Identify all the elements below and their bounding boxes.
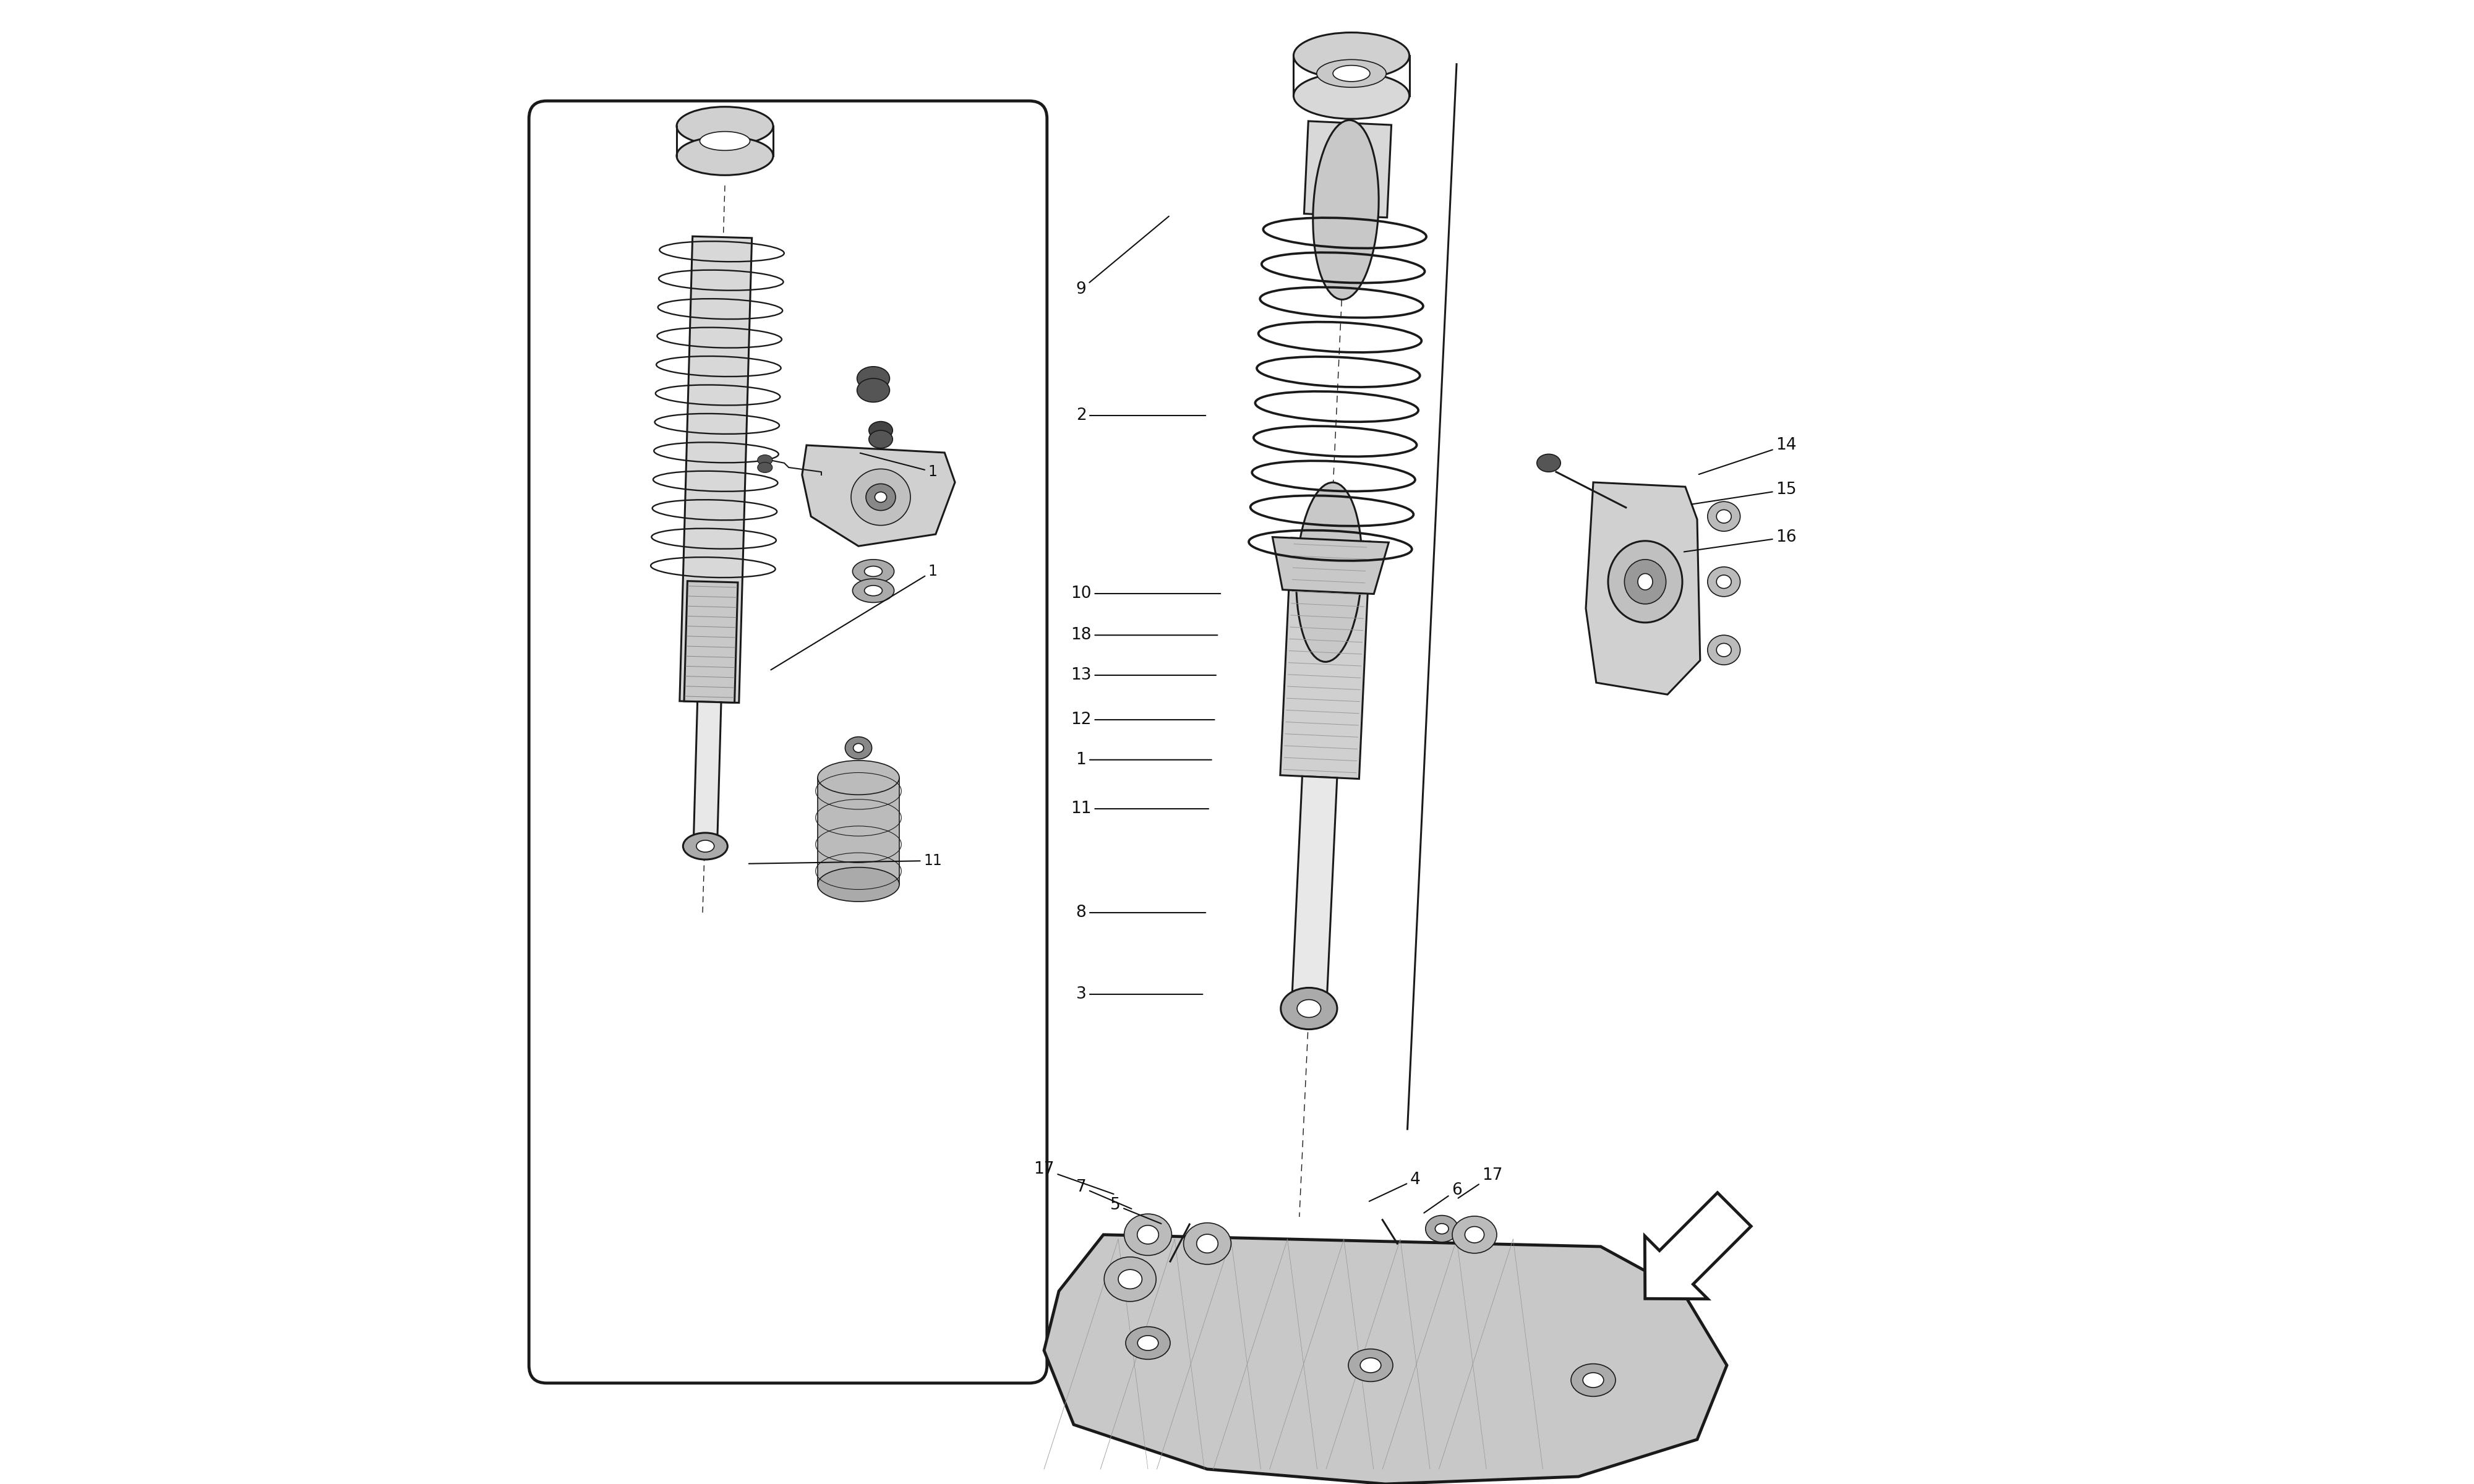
FancyBboxPatch shape xyxy=(529,101,1047,1383)
Ellipse shape xyxy=(757,454,772,466)
Ellipse shape xyxy=(678,107,772,145)
Polygon shape xyxy=(1304,122,1390,218)
Ellipse shape xyxy=(1296,482,1363,662)
Ellipse shape xyxy=(695,840,715,852)
Ellipse shape xyxy=(851,469,910,525)
Ellipse shape xyxy=(854,743,863,752)
Text: 4: 4 xyxy=(1368,1172,1420,1202)
Text: 17: 17 xyxy=(1457,1168,1502,1198)
Text: 2: 2 xyxy=(1076,408,1205,423)
Text: 13: 13 xyxy=(1071,668,1217,683)
Ellipse shape xyxy=(678,137,772,175)
Ellipse shape xyxy=(1361,1358,1380,1373)
Ellipse shape xyxy=(1314,120,1378,300)
Ellipse shape xyxy=(868,430,893,448)
Ellipse shape xyxy=(1183,1223,1232,1264)
Ellipse shape xyxy=(1707,502,1739,531)
Text: 16: 16 xyxy=(1685,530,1796,552)
Ellipse shape xyxy=(816,760,901,795)
Ellipse shape xyxy=(863,585,883,595)
Polygon shape xyxy=(1044,1235,1727,1484)
Ellipse shape xyxy=(816,867,901,902)
Ellipse shape xyxy=(1452,1217,1497,1252)
Ellipse shape xyxy=(856,378,891,402)
Polygon shape xyxy=(1272,537,1388,594)
Text: 1: 1 xyxy=(1076,752,1212,767)
Text: 3: 3 xyxy=(1076,987,1202,1002)
Text: 11: 11 xyxy=(750,853,943,868)
Ellipse shape xyxy=(757,462,772,472)
Ellipse shape xyxy=(1296,1000,1321,1018)
Ellipse shape xyxy=(1123,1214,1173,1255)
Ellipse shape xyxy=(1333,65,1371,82)
Text: 6: 6 xyxy=(1425,1183,1462,1212)
Polygon shape xyxy=(1291,776,1336,1009)
Text: 18: 18 xyxy=(1071,628,1217,643)
Polygon shape xyxy=(1586,482,1700,695)
Ellipse shape xyxy=(854,579,893,603)
Ellipse shape xyxy=(868,421,893,439)
Text: 12: 12 xyxy=(1071,712,1215,727)
Ellipse shape xyxy=(1571,1364,1616,1396)
Text: 15: 15 xyxy=(1692,482,1796,505)
Ellipse shape xyxy=(700,132,750,150)
Ellipse shape xyxy=(1282,988,1336,1030)
Text: 9: 9 xyxy=(1076,217,1168,297)
Ellipse shape xyxy=(1707,635,1739,665)
Ellipse shape xyxy=(1536,454,1561,472)
Ellipse shape xyxy=(1638,573,1653,589)
Ellipse shape xyxy=(1126,1327,1170,1359)
Ellipse shape xyxy=(854,559,893,583)
Bar xyxy=(816,778,901,884)
Ellipse shape xyxy=(1465,1226,1484,1242)
Ellipse shape xyxy=(1294,73,1410,119)
Ellipse shape xyxy=(1118,1269,1143,1288)
Ellipse shape xyxy=(1138,1226,1158,1244)
Ellipse shape xyxy=(856,367,891,390)
Ellipse shape xyxy=(1197,1235,1217,1252)
Text: 8: 8 xyxy=(1076,905,1205,920)
Text: 10: 10 xyxy=(1071,586,1220,601)
Ellipse shape xyxy=(876,491,886,502)
Ellipse shape xyxy=(683,833,727,859)
Text: 5: 5 xyxy=(1111,1198,1160,1224)
Polygon shape xyxy=(680,236,752,703)
Ellipse shape xyxy=(1425,1215,1457,1242)
Ellipse shape xyxy=(1348,1349,1393,1382)
Ellipse shape xyxy=(1583,1373,1603,1388)
Polygon shape xyxy=(685,582,737,702)
Ellipse shape xyxy=(1316,59,1385,88)
Ellipse shape xyxy=(846,736,871,758)
Text: 11: 11 xyxy=(1071,801,1210,816)
Polygon shape xyxy=(1279,537,1371,779)
Text: 7: 7 xyxy=(1076,1180,1131,1209)
Ellipse shape xyxy=(1294,33,1410,79)
Polygon shape xyxy=(693,702,720,846)
Ellipse shape xyxy=(1717,510,1732,522)
Ellipse shape xyxy=(1608,540,1682,623)
Polygon shape xyxy=(1645,1193,1752,1298)
Text: 1: 1 xyxy=(861,453,938,479)
Polygon shape xyxy=(802,445,955,546)
Ellipse shape xyxy=(1717,644,1732,656)
Text: 14: 14 xyxy=(1700,438,1796,475)
Text: 1: 1 xyxy=(772,564,938,669)
Ellipse shape xyxy=(1625,559,1665,604)
Ellipse shape xyxy=(1138,1336,1158,1350)
Ellipse shape xyxy=(1435,1223,1450,1235)
Ellipse shape xyxy=(1707,567,1739,597)
Ellipse shape xyxy=(863,565,883,576)
Ellipse shape xyxy=(866,484,896,510)
Ellipse shape xyxy=(1717,574,1732,588)
Text: 17: 17 xyxy=(1034,1162,1113,1195)
Ellipse shape xyxy=(1103,1257,1155,1301)
